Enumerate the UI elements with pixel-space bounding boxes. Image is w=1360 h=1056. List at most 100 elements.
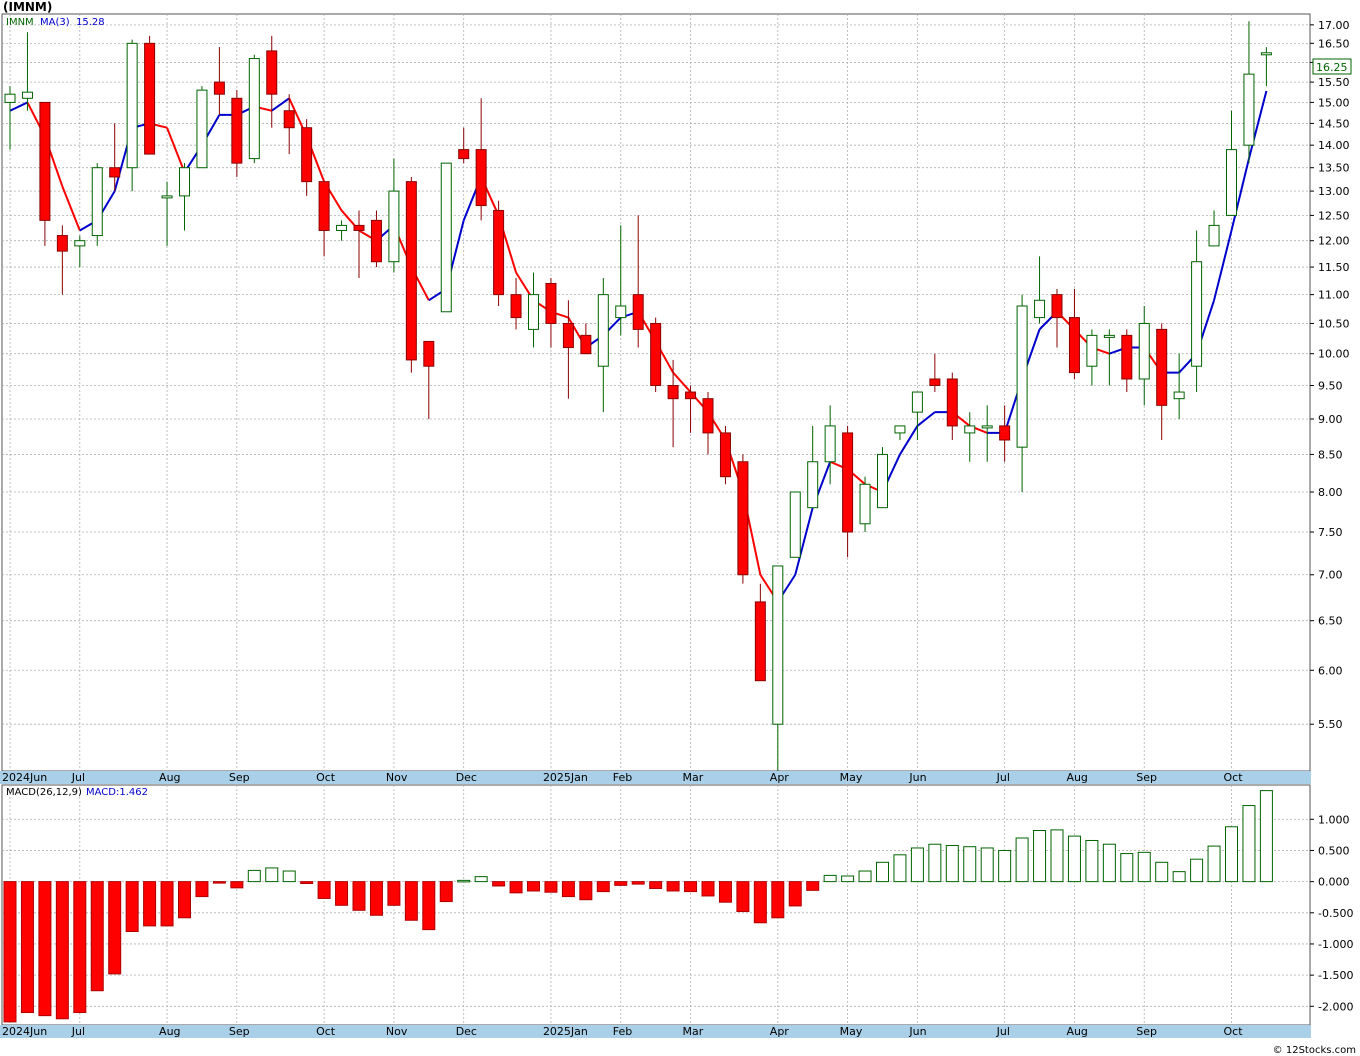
candle	[248, 54, 260, 164]
date-axis-label: Mar	[683, 771, 704, 784]
candle	[632, 215, 644, 348]
candle	[702, 392, 714, 455]
candle-body	[1260, 52, 1272, 56]
candle	[789, 491, 801, 558]
candle	[405, 176, 417, 373]
candle	[650, 317, 662, 393]
date-axis-label: 2024Jun	[2, 1025, 47, 1038]
candle-body	[562, 322, 574, 349]
candle	[423, 340, 435, 419]
macd-bar	[806, 881, 820, 891]
candle-body	[597, 294, 609, 367]
candle	[859, 476, 871, 532]
candle	[1243, 21, 1255, 164]
candle	[1068, 289, 1080, 379]
date-axis-label: Sep	[1136, 771, 1157, 784]
price-y-tick-label: 7.50	[1318, 526, 1343, 539]
macd-bar	[282, 870, 296, 883]
date-axis-label: 2025Jan	[543, 771, 588, 784]
candle-body	[702, 398, 714, 434]
date-axis-label: 2025Jan	[543, 1025, 588, 1038]
price-y-axis: 5.50 6.00 6.50 7.00 7.50 8.00 8.50 9.00 9.50 10.0…	[1310, 19, 1350, 731]
candle	[283, 94, 295, 155]
macd-bar	[527, 881, 540, 892]
date-axis-label: Aug	[159, 771, 180, 784]
candle-body	[458, 149, 470, 160]
macd-bar	[73, 881, 87, 1014]
date-axis-bar-top	[0, 771, 1311, 784]
date-axis-label: Nov	[386, 1025, 408, 1038]
candle-body	[1208, 224, 1220, 247]
price-y-tick-label: 14.50	[1318, 117, 1350, 130]
candle-body	[719, 432, 731, 478]
date-axis-label: Jul	[71, 1025, 85, 1038]
candle	[74, 235, 86, 268]
candle	[894, 425, 906, 441]
macd-bar	[90, 881, 104, 992]
candle-body	[807, 461, 819, 509]
macd-y-tick-label: 0.000	[1318, 876, 1350, 889]
candle	[1173, 353, 1185, 419]
candle	[1138, 306, 1150, 406]
candle	[545, 277, 557, 348]
date-axis-label: Feb	[613, 1025, 632, 1038]
candle-body	[685, 391, 697, 400]
price-y-tick-label: 13.50	[1318, 162, 1350, 175]
macd-bar	[1085, 839, 1099, 883]
macd-bar	[265, 867, 279, 883]
date-axis-label: Nov	[386, 771, 408, 784]
price-y-tick-label: 7.00	[1318, 569, 1343, 582]
macd-bar	[422, 881, 436, 931]
price-y-tick-label: 9.00	[1318, 413, 1343, 426]
date-axis-label: Jun	[908, 771, 926, 784]
macd-gridlines	[2, 785, 1310, 1025]
macd-bar	[1155, 861, 1169, 883]
candle-body	[475, 149, 487, 207]
candle-body	[510, 294, 522, 319]
price-y-tick-label: 8.00	[1318, 486, 1343, 499]
candle	[981, 405, 993, 462]
candle	[1156, 323, 1168, 441]
candle	[824, 405, 836, 485]
candle-body	[981, 425, 993, 429]
price-y-tick-label: 15.00	[1318, 96, 1350, 109]
macd-bar	[160, 881, 174, 927]
ma-legend-label: MA(3)	[40, 17, 70, 28]
candle-body	[56, 235, 68, 252]
candle-body	[109, 167, 121, 178]
date-axis-label: May	[840, 771, 863, 784]
macd-bar	[893, 854, 907, 883]
candle	[196, 86, 208, 169]
date-axis-label: Jul	[71, 771, 85, 784]
candle	[528, 272, 539, 348]
candle	[772, 565, 784, 771]
date-axis-label: Oct	[1224, 1025, 1244, 1038]
price-y-tick-label: 10.00	[1318, 348, 1350, 361]
price-panel: 5.50 6.00 6.50 7.00 7.50 8.00 8.50 9.00 9.50 10.0…	[1, 13, 1352, 772]
candle-body	[632, 294, 644, 330]
macd-bar	[998, 849, 1012, 883]
price-y-tick-label: 10.50	[1318, 317, 1350, 330]
macd-bar	[404, 881, 418, 921]
candle-body	[493, 209, 505, 296]
candle	[754, 583, 766, 682]
candle-body	[667, 384, 679, 400]
credit-text: © 12Stocks.com	[1272, 1045, 1356, 1056]
candle	[336, 220, 348, 241]
macd-bar	[55, 881, 69, 1020]
macd-bar	[596, 881, 610, 893]
ma3-segment	[61, 185, 81, 231]
macd-bar	[1207, 845, 1221, 883]
candle-body	[824, 425, 836, 463]
ma3-segment	[899, 425, 919, 455]
macd-bar	[980, 847, 994, 883]
candle-body	[964, 425, 976, 434]
date-axis-label: Sep	[1136, 1025, 1157, 1038]
candle-body	[999, 425, 1011, 441]
ma3-segment	[271, 97, 290, 112]
ma3-segment	[1230, 158, 1250, 231]
candle	[946, 372, 958, 441]
candle	[667, 359, 679, 448]
date-axis-label: Aug	[1066, 771, 1087, 784]
